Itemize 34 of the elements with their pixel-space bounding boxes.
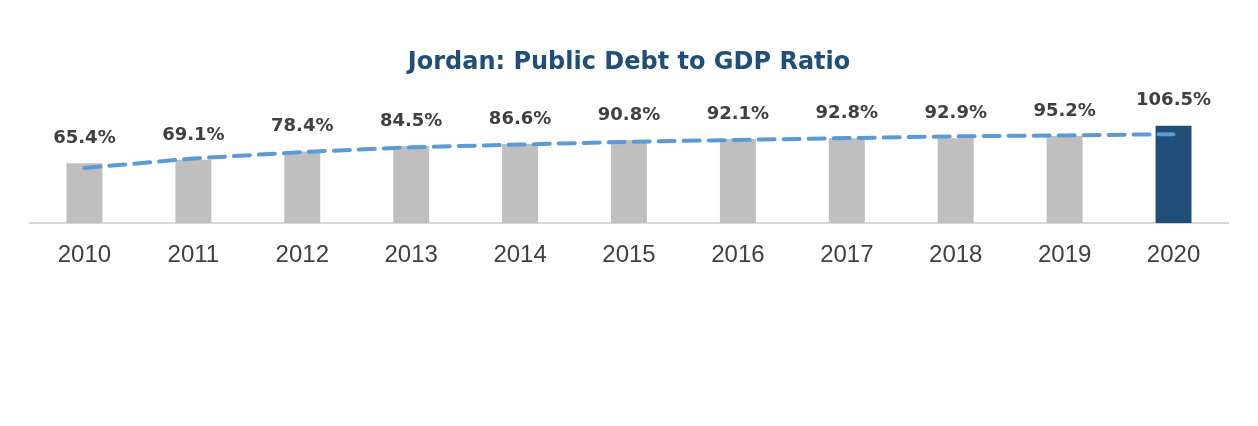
x-tick-label: 2016 [711, 240, 765, 268]
x-tick-label: 2015 [602, 240, 656, 268]
x-tick-label: 2018 [929, 240, 983, 268]
bar [393, 145, 430, 224]
data-label: 92.9% [924, 100, 987, 122]
x-tick-label: 2012 [275, 240, 329, 268]
bar [611, 140, 647, 224]
x-tick-label: 2014 [493, 240, 547, 268]
data-label: 78.4% [271, 114, 334, 136]
x-tick-label: 2017 [820, 240, 874, 268]
data-label: 90.8% [597, 102, 661, 124]
bar [284, 151, 321, 224]
x-tick-label: 2020 [1146, 240, 1201, 268]
x-tick-label: 2011 [167, 240, 220, 268]
data-label: 69.1% [162, 122, 225, 144]
data-label: 65.4% [53, 126, 116, 148]
bar [66, 163, 103, 224]
x-tick-label: 2019 [1037, 240, 1092, 268]
data-label: 86.6% [488, 106, 552, 128]
data-label: 92.1% [706, 101, 770, 123]
bar [1155, 125, 1192, 224]
data-label: 106.5% [1136, 88, 1212, 110]
bar [828, 138, 865, 224]
chart-title: Jordan: Public Debt to GDP Ratio [405, 46, 851, 75]
bar [719, 138, 756, 224]
bar [175, 159, 212, 224]
x-tick-label: 2013 [384, 240, 438, 268]
bar [502, 143, 539, 224]
x-tick-label: 2010 [57, 240, 112, 268]
data-label: 95.2% [1033, 98, 1096, 120]
bar [937, 138, 974, 224]
bar [1046, 136, 1083, 224]
data-label: 84.5% [379, 108, 443, 130]
data-label: 92.8% [815, 100, 879, 122]
